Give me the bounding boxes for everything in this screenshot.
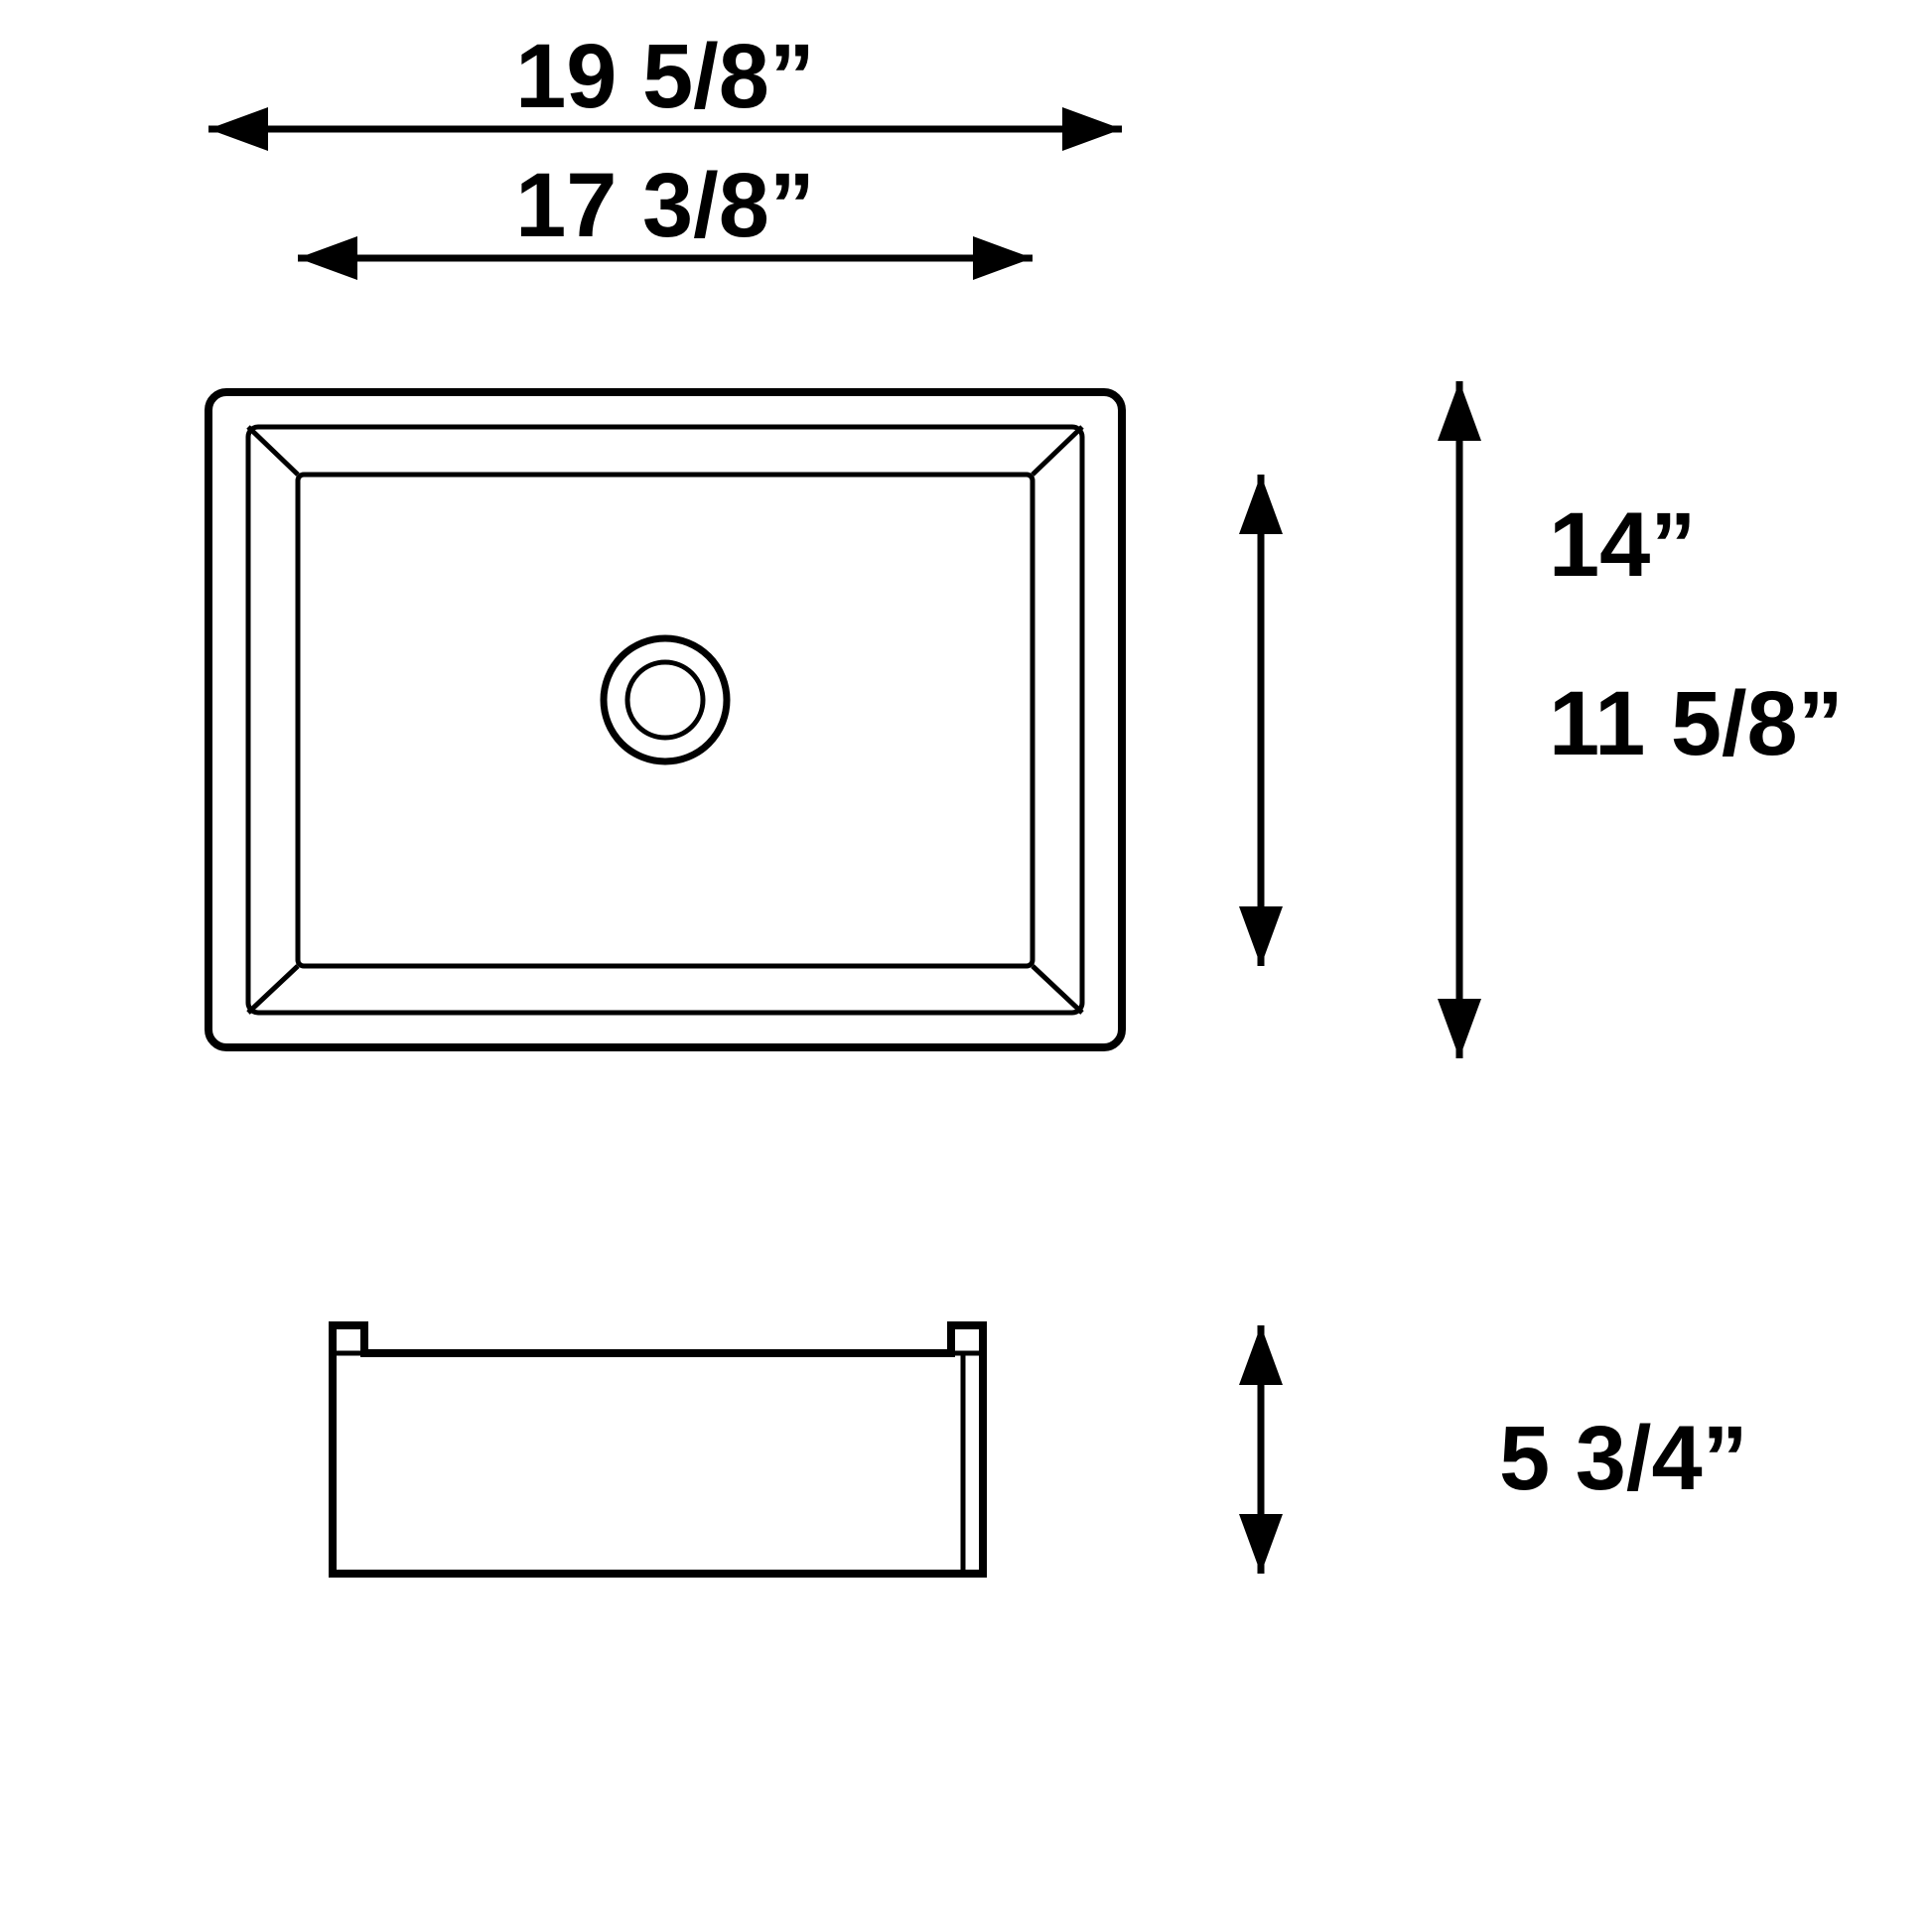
dim-label-height-inner: 11 5/8” — [1549, 673, 1844, 774]
dim-label-height-outer: 14” — [1549, 494, 1696, 596]
dim-label-depth: 5 3/4” — [1499, 1408, 1748, 1509]
dim-label-width-inner: 17 3/8” — [515, 155, 815, 256]
dim-label-width-outer: 19 5/8” — [515, 26, 815, 127]
